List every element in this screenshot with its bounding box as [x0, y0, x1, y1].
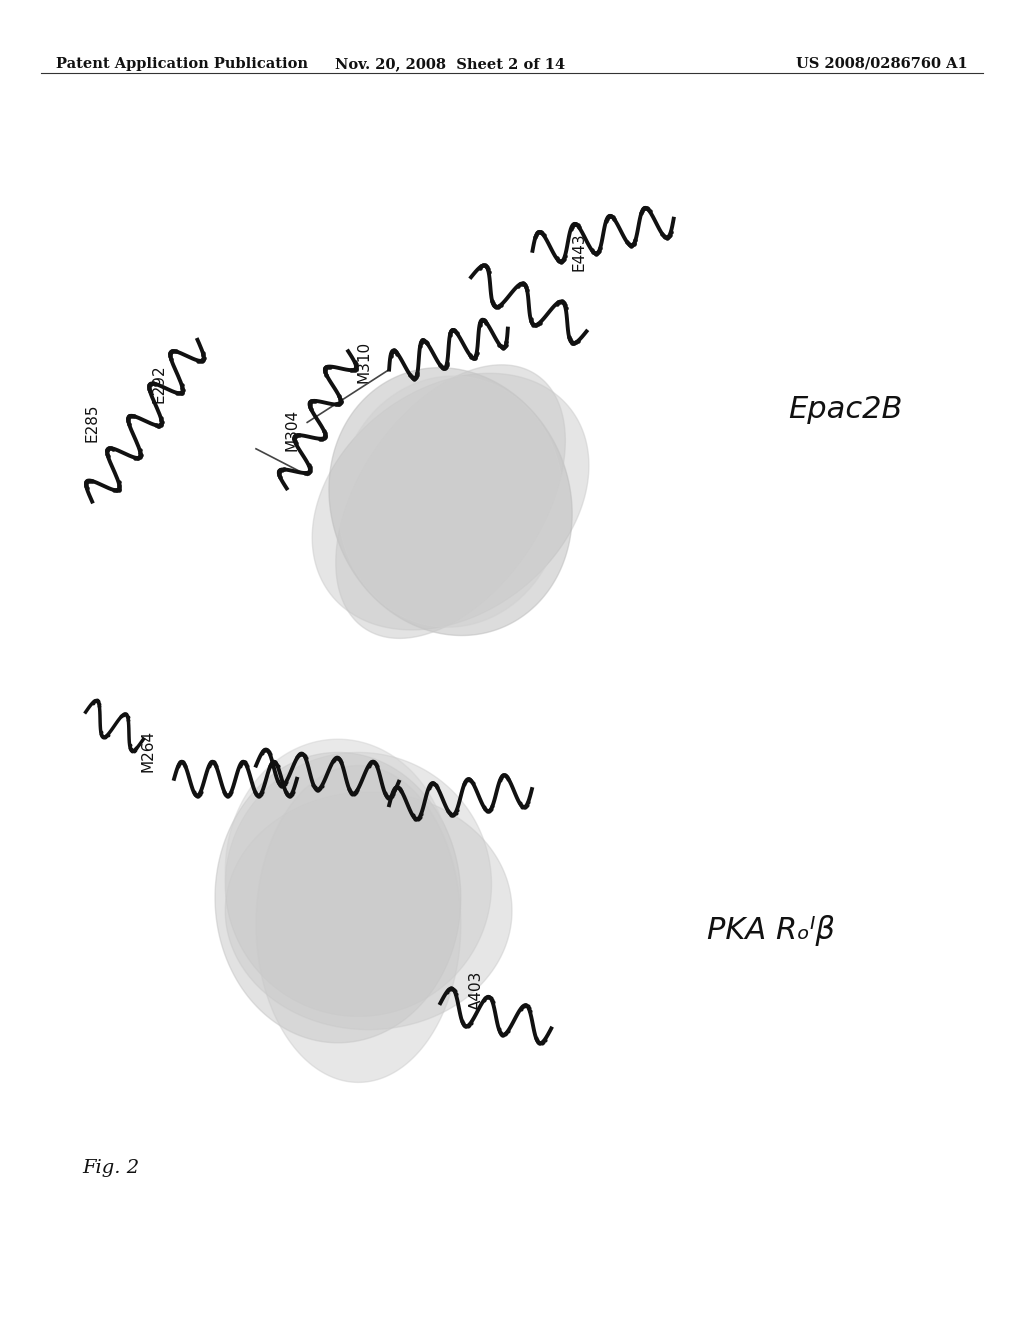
Text: E285: E285 — [85, 404, 99, 442]
Text: M264: M264 — [141, 730, 156, 772]
Polygon shape — [225, 752, 492, 1016]
Text: US 2008/0286760 A1: US 2008/0286760 A1 — [796, 57, 968, 71]
Text: M310: M310 — [356, 341, 371, 383]
Polygon shape — [312, 374, 589, 630]
Text: A403: A403 — [469, 970, 483, 1010]
Text: Epac2B: Epac2B — [788, 395, 903, 424]
Polygon shape — [215, 752, 461, 1043]
Polygon shape — [225, 792, 512, 1030]
Text: Patent Application Publication: Patent Application Publication — [56, 57, 308, 71]
Text: E292: E292 — [152, 364, 166, 403]
Text: E443: E443 — [571, 232, 586, 271]
Text: M304: M304 — [285, 409, 299, 451]
Text: Nov. 20, 2008  Sheet 2 of 14: Nov. 20, 2008 Sheet 2 of 14 — [336, 57, 565, 71]
Polygon shape — [225, 739, 451, 1003]
Text: Fig. 2: Fig. 2 — [82, 1159, 139, 1177]
Polygon shape — [256, 766, 461, 1082]
Polygon shape — [336, 364, 565, 639]
Polygon shape — [329, 368, 572, 635]
Text: PKA Rₒᴵβ: PKA Rₒᴵβ — [707, 915, 835, 946]
Polygon shape — [338, 376, 563, 627]
